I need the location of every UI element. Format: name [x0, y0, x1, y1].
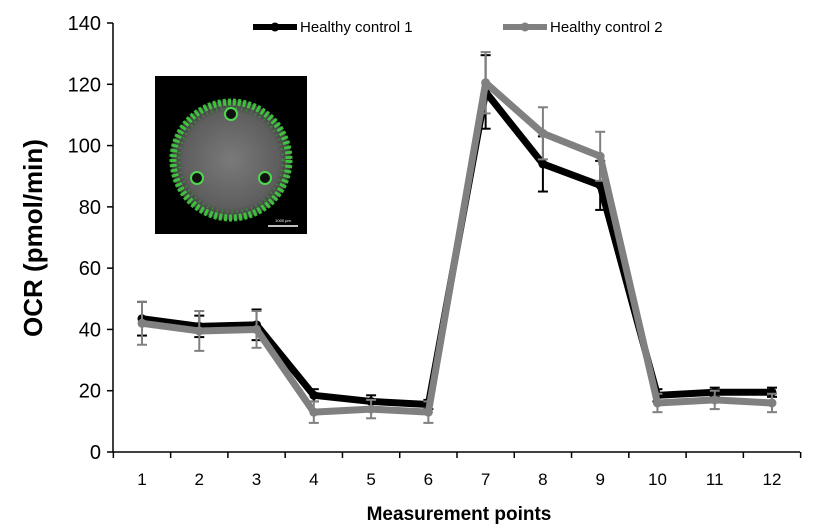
legend-swatch-marker: [270, 22, 280, 32]
data-point: [309, 390, 319, 400]
data-point: [652, 398, 662, 408]
sensor-dot-top: [224, 107, 238, 121]
x-ticks: 1 2 3 4 5 6 7 8 9 10 11 12: [112, 452, 802, 489]
data-point: [481, 78, 491, 88]
well-inner-glow: [177, 106, 285, 214]
x-tick-label: 11: [706, 470, 724, 489]
legend: Healthy control 1 Healthy control 2: [253, 19, 663, 36]
series-2: [137, 51, 777, 424]
data-point: [309, 407, 319, 417]
legend-label: Healthy control 2: [550, 19, 663, 36]
data-point: [595, 151, 605, 161]
y-tick-label: 0: [90, 442, 101, 464]
data-point: [710, 395, 720, 405]
data-point: [366, 404, 376, 414]
y-tick-label: 20: [79, 381, 101, 403]
series-line: [141, 79, 773, 416]
x-tick-label: 4: [309, 470, 318, 489]
x-tick-label: 7: [481, 470, 490, 489]
sensor-dot-right: [258, 171, 272, 185]
well-rim: [169, 98, 293, 222]
scale-bar-label: 1000 µm: [275, 218, 291, 223]
data-point: [538, 159, 548, 169]
x-tick-label: 1: [137, 470, 146, 489]
x-tick-label: 9: [595, 470, 604, 489]
well-image: [171, 100, 291, 220]
legend-swatch-marker: [520, 22, 530, 32]
legend-label: Healthy control 1: [300, 19, 413, 36]
x-tick-label: 5: [366, 470, 375, 489]
y-tick-label: 80: [79, 197, 101, 219]
data-point: [538, 128, 548, 138]
x-tick-label: 2: [195, 470, 204, 489]
series-layer: [137, 51, 777, 424]
sensor-dot-left: [190, 171, 204, 185]
legend-item-2: Healthy control 2: [503, 19, 663, 36]
data-point: [423, 407, 433, 417]
x-tick-label: 6: [424, 470, 433, 489]
y-axis-title: OCR (pmol/min): [18, 139, 48, 337]
y-tick-label: 60: [79, 258, 101, 280]
data-point: [595, 180, 605, 190]
inset-micrograph: 1000 µm: [155, 76, 307, 234]
data-point: [194, 326, 204, 336]
data-point: [252, 324, 262, 334]
y-tick-label: 140: [68, 13, 101, 35]
x-tick-label: 3: [252, 470, 261, 489]
data-point: [767, 398, 777, 408]
x-axis-title: Measurement points: [367, 504, 552, 525]
y-tick-label: 100: [68, 136, 101, 158]
x-tick-label: 10: [648, 470, 667, 489]
x-tick-label: 8: [538, 470, 547, 489]
y-tick-label: 40: [79, 319, 101, 341]
x-tick-label: 12: [763, 470, 782, 489]
legend-item-1: Healthy control 1: [253, 19, 413, 36]
y-tick-label: 120: [68, 74, 101, 96]
data-point: [137, 318, 147, 328]
y-ticks: 0 20 40 60 80 100 120 140: [68, 13, 113, 464]
